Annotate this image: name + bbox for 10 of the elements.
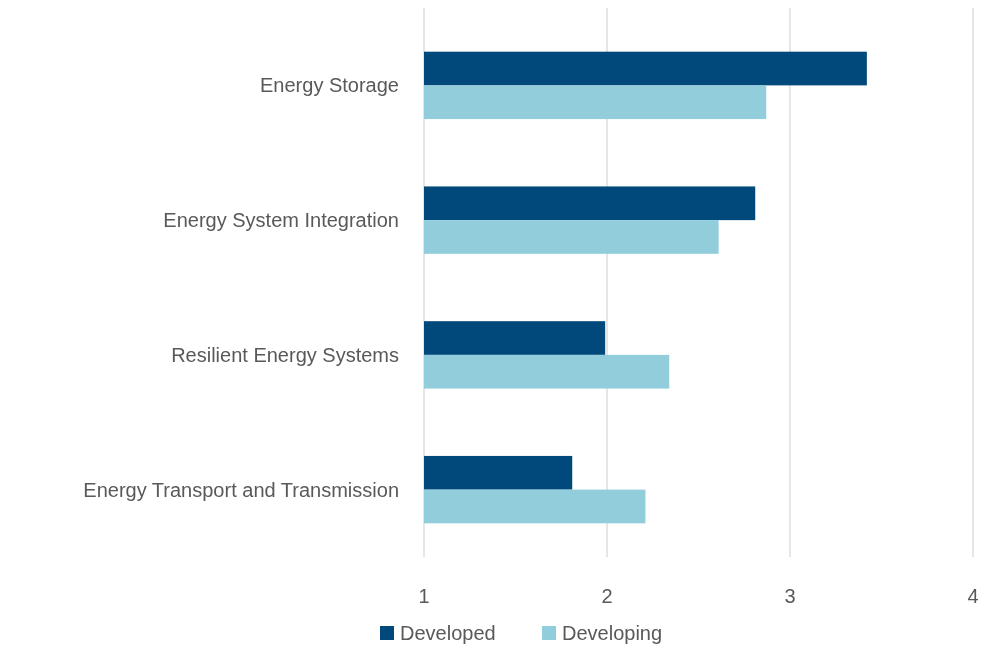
x-tick-label: 3 (784, 585, 796, 607)
legend-label: Developing (562, 622, 663, 644)
x-tick-label: 2 (601, 585, 613, 607)
y-tick-label: Energy Transport and Transmission (83, 478, 399, 501)
y-tick-label: Resilient Energy Systems (171, 343, 399, 366)
y-tick-label: Energy System Integration (163, 209, 399, 232)
legend-label: Developed (400, 622, 496, 644)
x-tick-label: 4 (967, 585, 979, 607)
x-tick-label: 1 (418, 585, 430, 607)
y-tick-label: Energy Storage (260, 74, 399, 97)
